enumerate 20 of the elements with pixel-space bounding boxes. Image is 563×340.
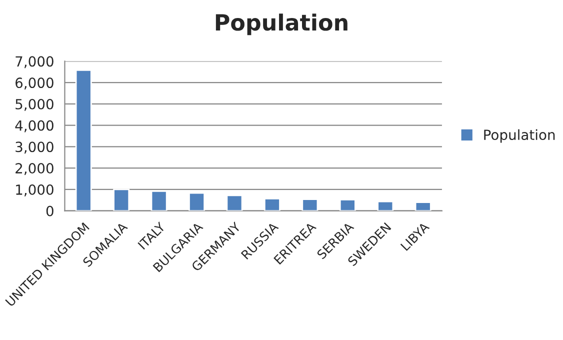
bar — [339, 198, 356, 211]
y-tick-label: 3,000 — [16, 142, 54, 154]
y-tick-label: 1,000 — [16, 184, 54, 196]
bar — [150, 190, 168, 211]
y-tick-label: 4,000 — [15, 120, 54, 132]
y-tick-label: 0 — [46, 206, 54, 216]
bar — [414, 202, 432, 211]
chart-title: Population — [216, 14, 348, 36]
bar — [226, 194, 243, 211]
bar — [302, 198, 318, 211]
bar — [188, 192, 206, 211]
y-tick-label: 5,000 — [16, 98, 54, 111]
y-tick-label: 7,000 — [16, 56, 54, 68]
bar — [75, 69, 92, 211]
y-tick-label: 2,000 — [16, 163, 54, 175]
legend-label: Population — [484, 129, 555, 143]
bar — [264, 198, 280, 211]
y-tick-label: 6,000 — [16, 78, 54, 90]
bar — [113, 188, 130, 211]
bar — [377, 200, 394, 211]
